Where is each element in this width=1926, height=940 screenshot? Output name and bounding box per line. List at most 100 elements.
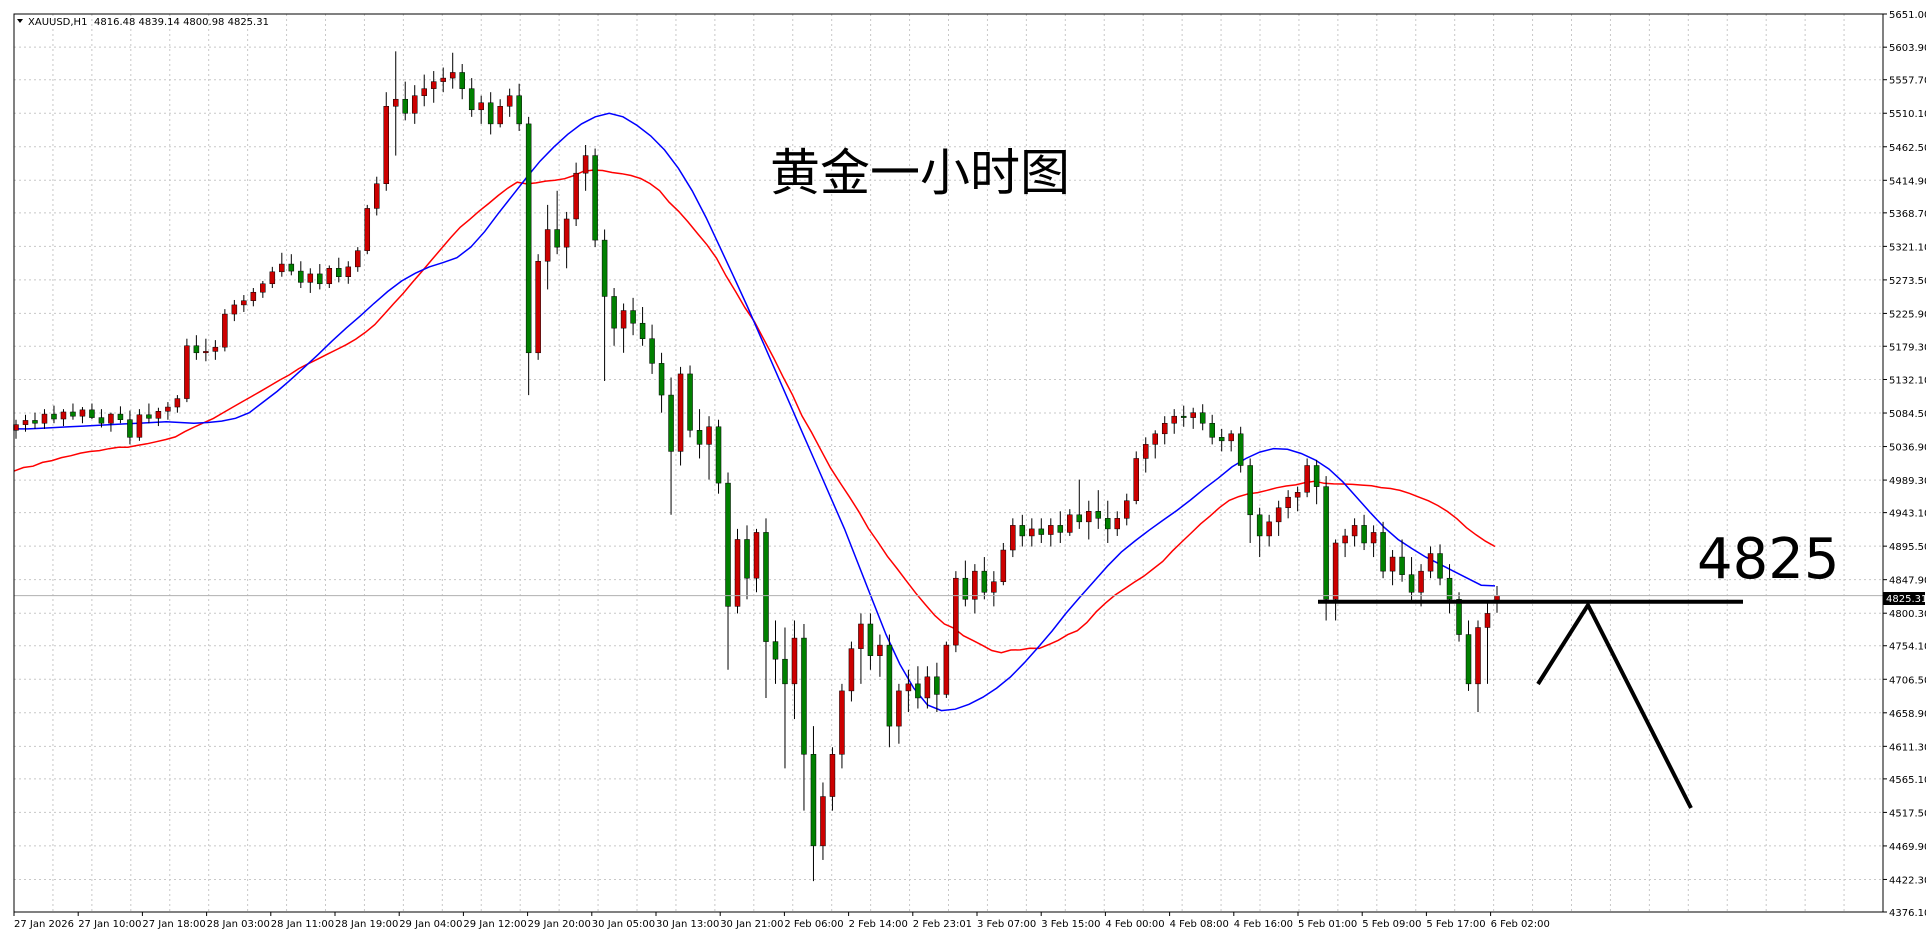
x-tick-label: 4 Feb 16:00 (1234, 919, 1293, 930)
candle (298, 261, 304, 288)
candle-body (336, 268, 342, 277)
x-tick-label: 4 Feb 00:00 (1105, 919, 1164, 930)
candle (241, 295, 247, 312)
symbol-label: XAUUSD,H1 (28, 17, 87, 28)
candle (1389, 550, 1396, 586)
candle-body (1142, 444, 1149, 459)
candle-body (79, 409, 86, 417)
candle-body (1332, 542, 1339, 600)
candle (639, 307, 646, 346)
candle-body (915, 683, 921, 699)
x-tick-label: 5 Feb 17:00 (1426, 919, 1485, 930)
candle (791, 620, 798, 720)
candle-body (687, 373, 693, 431)
y-tick-label: 5414.90 (1889, 176, 1926, 187)
candle-body (1275, 507, 1282, 523)
candle-body (1465, 634, 1472, 685)
candle (924, 666, 931, 709)
projection-arrow (1536, 600, 1693, 809)
candle (1446, 564, 1453, 614)
candle-body (70, 411, 76, 417)
candle-body (1171, 415, 1177, 424)
candle (905, 669, 912, 713)
candle-body (1228, 433, 1234, 442)
y-tick-label: 5225.90 (1889, 309, 1926, 320)
candle-body (706, 426, 712, 445)
candle-body (108, 413, 114, 424)
candle-body (1351, 525, 1358, 537)
candle-body (649, 338, 655, 364)
candle-body (98, 417, 105, 424)
candle (1465, 620, 1472, 691)
candle (1399, 539, 1405, 582)
candle-body (250, 291, 257, 301)
candle (127, 410, 133, 445)
candle (1427, 546, 1434, 579)
candle (582, 145, 589, 191)
candle-body (934, 676, 940, 695)
candle (763, 518, 769, 698)
y-tick-label: 4611.30 (1889, 742, 1926, 753)
x-tick-label: 2 Feb 23:01 (913, 919, 972, 930)
candle-body (1342, 535, 1348, 544)
candle-body (1484, 613, 1491, 628)
candle (32, 412, 38, 429)
candle-body (298, 270, 304, 283)
candle-body (772, 641, 779, 660)
x-tick-label: 5 Feb 01:00 (1298, 919, 1357, 930)
candle (345, 261, 352, 284)
candle (231, 299, 238, 322)
candle (402, 81, 408, 121)
y-tick-label: 5368.70 (1889, 209, 1926, 220)
candle (1057, 511, 1064, 543)
candle (193, 335, 200, 360)
candle (1142, 437, 1149, 473)
candle-body (810, 754, 817, 847)
candle-body (1086, 511, 1092, 523)
moving-average-fast-layer (14, 112, 1496, 712)
y-tick-label: 4706.50 (1889, 675, 1926, 686)
candle-body (1370, 532, 1377, 544)
y-tick-label: 4565.10 (1889, 775, 1926, 786)
candle-body (22, 420, 29, 425)
candle (649, 324, 655, 374)
candle-body (829, 754, 836, 797)
y-tick-label: 5651.00 (1889, 10, 1926, 21)
candle (1456, 592, 1462, 642)
candle-body (392, 98, 399, 107)
candle (772, 620, 779, 684)
drawings (14, 595, 1883, 809)
x-tick-label: 3 Feb 07:00 (977, 919, 1036, 930)
candle (98, 409, 105, 428)
candle (326, 265, 333, 288)
candle (22, 414, 29, 432)
candle-body (867, 623, 874, 656)
candle (848, 641, 855, 702)
candle-body (1000, 549, 1007, 582)
candle (525, 116, 532, 396)
candle-body (364, 208, 371, 251)
candle (184, 338, 190, 403)
candle (1437, 544, 1443, 586)
candle-body (51, 413, 57, 420)
y-tick-label: 5462.50 (1889, 143, 1926, 154)
candle (506, 88, 513, 117)
candle-body (620, 310, 627, 329)
candle (392, 51, 399, 156)
candle-body (449, 72, 456, 79)
candle (364, 204, 371, 255)
x-tick-label: 4 Feb 08:00 (1170, 919, 1229, 930)
candle (222, 309, 228, 352)
candle (1076, 479, 1083, 529)
candle-body (1048, 525, 1054, 535)
candle-body (1029, 528, 1035, 537)
candle (459, 64, 465, 100)
candle-body (1152, 433, 1158, 445)
candle (1484, 602, 1491, 684)
chevron-down-icon[interactable] (17, 19, 23, 23)
candle-body (32, 420, 38, 424)
candle (535, 254, 541, 360)
candle-body (383, 106, 389, 185)
candle (1237, 426, 1244, 473)
